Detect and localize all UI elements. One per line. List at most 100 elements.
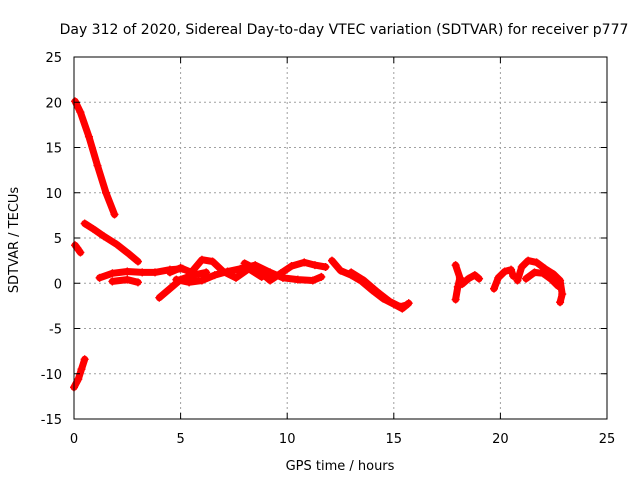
- data-point: [558, 290, 567, 299]
- data-point: [84, 132, 93, 141]
- data-point: [310, 261, 319, 270]
- data-point: [155, 293, 164, 302]
- data-point: [185, 278, 194, 287]
- data-point: [521, 274, 530, 283]
- data-point: [293, 275, 302, 284]
- data-trace: [71, 97, 118, 218]
- data-point: [455, 273, 464, 282]
- data-point: [232, 273, 241, 282]
- data-point: [317, 272, 326, 281]
- data-point: [89, 224, 98, 233]
- x-tick-label: 10: [279, 432, 296, 447]
- data-point: [76, 108, 85, 117]
- data-point: [133, 257, 142, 266]
- data-point: [236, 264, 245, 273]
- data-point: [187, 268, 196, 277]
- data-point: [223, 267, 232, 276]
- data-point: [133, 278, 142, 287]
- y-tick-label: -15: [41, 413, 62, 428]
- data-point: [524, 256, 533, 265]
- data-point: [93, 161, 102, 170]
- x-tick-label: 15: [386, 432, 403, 447]
- data-series-arc-17: [521, 268, 562, 290]
- data-point: [125, 250, 134, 259]
- data-point: [138, 268, 147, 277]
- data-point: [165, 268, 174, 277]
- y-tick-label: 15: [45, 142, 62, 157]
- data-point: [172, 275, 181, 284]
- data-point: [253, 265, 262, 274]
- data-point: [240, 259, 249, 268]
- data-point: [165, 284, 174, 293]
- y-tick-label: 0: [54, 277, 62, 292]
- data-point: [99, 232, 108, 241]
- data-series-arc-1: [71, 97, 119, 219]
- data-series-arc-15: [490, 265, 518, 293]
- data-point: [76, 248, 85, 257]
- data-point: [530, 268, 539, 277]
- data-point: [266, 276, 275, 285]
- data-point: [108, 277, 117, 286]
- data-point: [513, 276, 522, 285]
- y-tick-label: 10: [45, 187, 62, 202]
- data-series-arc-12: [347, 268, 411, 311]
- data-point: [110, 210, 119, 219]
- data-point: [77, 365, 86, 374]
- data-point: [556, 298, 565, 307]
- data-point: [500, 267, 509, 276]
- data-point: [372, 287, 381, 296]
- data-point: [547, 275, 556, 284]
- data-trace: [155, 268, 210, 302]
- data-point: [208, 257, 217, 266]
- grid: [74, 57, 607, 419]
- data-point: [402, 300, 411, 309]
- chart-title: Day 312 of 2020, Sidereal Day-to-day VTE…: [60, 22, 629, 38]
- data-point: [327, 256, 336, 265]
- axis-ticks: 0 5 10 15 20 25 -15 -10 -5 0 5 10 15 20 25: [41, 51, 616, 447]
- data-point: [464, 274, 473, 283]
- data-point: [80, 355, 89, 364]
- y-tick-label: 5: [54, 232, 62, 247]
- data-trace: [490, 266, 517, 293]
- data-point: [95, 273, 104, 282]
- data-point: [517, 262, 526, 271]
- data-point: [359, 276, 368, 285]
- data-point: [553, 281, 562, 290]
- data-series-arc-6: [108, 275, 142, 287]
- data-point: [108, 269, 117, 278]
- data-point: [451, 295, 460, 304]
- data-point: [490, 284, 499, 293]
- data-point: [151, 268, 160, 277]
- data-point: [396, 302, 405, 311]
- data-trace: [452, 261, 464, 303]
- data-point: [276, 269, 285, 278]
- data-point: [336, 266, 345, 275]
- data-point: [197, 276, 206, 285]
- data-point: [539, 269, 548, 278]
- data-point: [176, 263, 185, 272]
- x-tick-label: 25: [599, 432, 616, 447]
- data-series-arc-14: [458, 271, 484, 289]
- data-point: [101, 188, 110, 197]
- y-tick-label: -10: [41, 368, 62, 383]
- data-point: [494, 273, 503, 282]
- data-point: [300, 258, 309, 267]
- x-tick-label: 20: [492, 432, 509, 447]
- data-point: [475, 274, 484, 283]
- y-tick-label: 20: [45, 96, 62, 111]
- data-point: [123, 267, 132, 276]
- data-point: [80, 219, 89, 228]
- data-trace: [458, 271, 483, 288]
- data-point: [74, 375, 83, 384]
- data-point: [470, 271, 479, 280]
- y-axis-label: SDTVAR / TECUs: [7, 187, 22, 294]
- data-point: [197, 255, 206, 264]
- data-point: [321, 262, 330, 271]
- y-tick-label: -5: [49, 323, 62, 338]
- data-point: [71, 97, 80, 106]
- data-point: [112, 240, 121, 249]
- data-trace: [347, 268, 411, 311]
- data-point: [123, 275, 132, 284]
- x-tick-label: 0: [70, 432, 78, 447]
